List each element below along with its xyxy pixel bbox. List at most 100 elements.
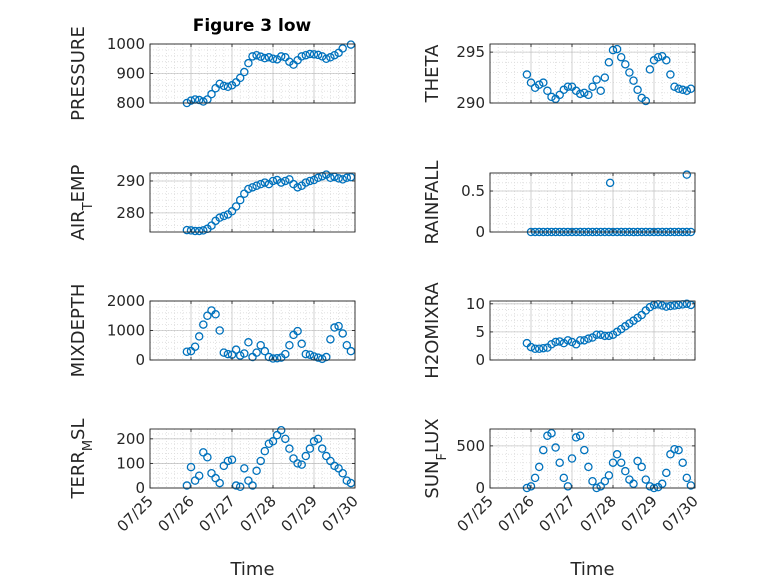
data-point (305, 350, 315, 359)
data-point (555, 458, 564, 467)
data-point (530, 344, 540, 354)
y-tick-label: 0.5 (461, 182, 485, 200)
data-point (301, 349, 311, 359)
series-markers (182, 170, 356, 236)
y-tick-label: 280 (116, 204, 145, 222)
data-point (297, 339, 306, 349)
y-axis-label: MIXDEPTH (68, 284, 89, 378)
data-point (231, 202, 241, 211)
data-point (207, 89, 216, 99)
data-point (653, 52, 663, 62)
data-point (182, 347, 192, 356)
data-point (539, 78, 548, 87)
data-point (199, 320, 208, 329)
y-tick-label: 0 (135, 351, 145, 369)
data-point (682, 86, 692, 96)
data-point (666, 450, 675, 459)
data-point (199, 226, 208, 235)
data-point (272, 430, 282, 440)
data-point (268, 176, 278, 186)
data-point (235, 73, 245, 83)
axes-frame (489, 300, 696, 361)
data-point (662, 56, 671, 65)
data-point (231, 345, 241, 354)
data-point (313, 434, 323, 444)
axes-frame (489, 172, 696, 233)
data-point (629, 479, 638, 489)
data-point (227, 207, 237, 216)
data-point (346, 478, 356, 488)
data-point (575, 89, 585, 99)
subplot-air-temp: 280 290 AIRTEMP (68, 164, 356, 240)
y-tick-label: 0 (135, 479, 145, 497)
data-point (645, 302, 655, 312)
x-axis-label: Time (229, 559, 274, 580)
subplot-rainfall: 0 0.5 RAINFALL (422, 161, 696, 244)
data-point (260, 178, 270, 187)
data-point (256, 52, 265, 61)
series-markers (182, 425, 356, 492)
data-point (207, 468, 216, 478)
data-point (567, 454, 577, 463)
data-point (600, 331, 610, 341)
data-point (240, 349, 249, 358)
y-axis-label: H2OMIXRA (422, 282, 443, 379)
data-point (301, 178, 311, 187)
data-point (281, 434, 290, 444)
data-point (289, 454, 298, 463)
plot-area (490, 429, 695, 488)
data-point (575, 431, 585, 440)
data-point (600, 477, 610, 486)
data-point (297, 52, 306, 61)
data-point (317, 354, 327, 364)
data-point (313, 50, 323, 60)
data-point (207, 221, 216, 230)
data-point (219, 348, 229, 357)
data-point (285, 175, 294, 184)
data-point (219, 211, 229, 221)
data-point (326, 173, 335, 183)
data-point (301, 50, 311, 60)
data-point (604, 471, 614, 480)
y-tick-label: 2000 (107, 292, 145, 310)
data-point (313, 173, 323, 183)
data-point (194, 471, 204, 480)
data-point (199, 97, 208, 106)
plot-area (490, 301, 695, 360)
data-point (268, 437, 278, 446)
data-point (682, 170, 692, 179)
data-point (305, 176, 315, 186)
data-point (240, 67, 249, 77)
data-point (584, 90, 593, 100)
y-axis-label: AIRTEMP (68, 164, 96, 240)
subplot-pressure: 800 900 1000 PRESSURE (68, 26, 356, 121)
data-point (194, 332, 204, 341)
data-point (621, 466, 630, 476)
data-point (322, 451, 331, 461)
data-point (264, 439, 274, 448)
data-point (678, 458, 687, 467)
data-point (182, 481, 192, 490)
data-point (252, 348, 261, 357)
data-point (227, 455, 237, 464)
data-point (588, 477, 597, 486)
data-point (662, 302, 671, 311)
y-tick-label: 10 (466, 295, 485, 313)
data-point (190, 226, 200, 236)
data-point (235, 482, 245, 492)
data-point (559, 473, 569, 483)
data-point (555, 90, 564, 100)
y-tick-label: 1000 (107, 322, 145, 340)
plot-area (490, 173, 695, 232)
data-point (534, 344, 544, 354)
data-point (346, 40, 356, 49)
data-point (682, 299, 692, 309)
data-point (555, 337, 564, 346)
data-point (543, 86, 552, 96)
data-point (547, 92, 556, 102)
data-point (342, 340, 352, 350)
data-point (563, 336, 573, 345)
y-axis-label: SUNFLUX (422, 418, 450, 498)
data-point (584, 334, 593, 343)
data-point (309, 175, 319, 185)
